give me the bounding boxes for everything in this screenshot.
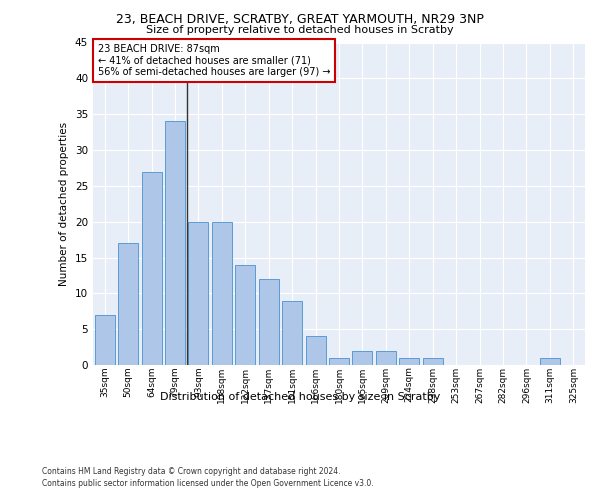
Bar [282, 300, 302, 365]
Bar [423, 358, 443, 365]
Bar [188, 222, 208, 365]
Bar [376, 350, 396, 365]
Text: Contains HM Land Registry data © Crown copyright and database right 2024.: Contains HM Land Registry data © Crown c… [42, 468, 341, 476]
Bar [235, 264, 255, 365]
Bar [305, 336, 326, 365]
Text: 23 BEACH DRIVE: 87sqm
← 41% of detached houses are smaller (71)
56% of semi-deta: 23 BEACH DRIVE: 87sqm ← 41% of detached … [98, 44, 331, 78]
Bar [540, 358, 560, 365]
Bar [118, 243, 138, 365]
Text: 23, BEACH DRIVE, SCRATBY, GREAT YARMOUTH, NR29 3NP: 23, BEACH DRIVE, SCRATBY, GREAT YARMOUTH… [116, 12, 484, 26]
Bar [165, 122, 185, 365]
Bar [259, 279, 278, 365]
Bar [212, 222, 232, 365]
Bar [329, 358, 349, 365]
Bar [142, 172, 161, 365]
Text: Contains public sector information licensed under the Open Government Licence v3: Contains public sector information licen… [42, 479, 374, 488]
Text: Distribution of detached houses by size in Scratby: Distribution of detached houses by size … [160, 392, 440, 402]
Bar [95, 315, 115, 365]
Y-axis label: Number of detached properties: Number of detached properties [59, 122, 70, 286]
Text: Size of property relative to detached houses in Scratby: Size of property relative to detached ho… [146, 25, 454, 35]
Bar [352, 350, 373, 365]
Bar [400, 358, 419, 365]
